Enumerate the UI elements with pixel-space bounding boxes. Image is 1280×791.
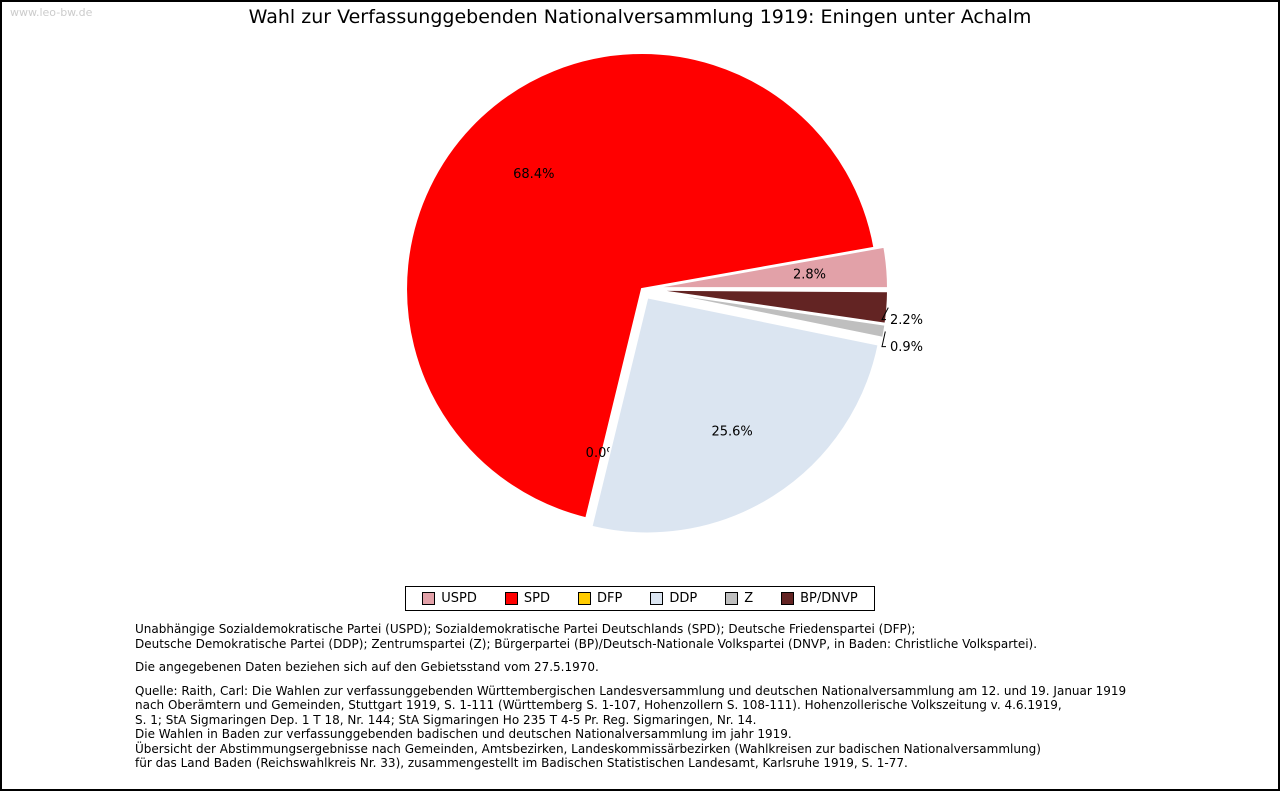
legend-row: USPD SPD DFP DDP Z BP/DNVP	[2, 586, 1278, 611]
pie-slice-uspd	[651, 245, 890, 290]
legend-swatch-spd	[504, 592, 518, 605]
pie-value-label-spd: 68.4%	[513, 167, 554, 182]
data-status-note: Die angegebenen Daten beziehen sich auf …	[135, 660, 599, 674]
legend-swatch-uspd	[422, 592, 436, 605]
legend-label-ddp: DDP	[669, 591, 698, 606]
legend-label-z: Z	[744, 591, 754, 606]
legend-item-z: Z	[725, 591, 753, 606]
pie-chart: 2.8%68.4%0.0%25.6%2.2%0.9%	[405, 52, 923, 535]
party-abbreviations-line-1: Unabhängige Sozialdemokratische Partei (…	[135, 622, 916, 636]
pie-value-label-ddp: 25.6%	[711, 424, 752, 439]
source-line-6: für das Land Baden (Reichswahlkreis Nr. …	[135, 756, 908, 770]
legend-label-dfp: DFP	[597, 591, 623, 606]
pie-value-label-uspd: 2.8%	[793, 268, 826, 283]
source-line-2: nach Oberämtern und Gemeinden, Stuttgart…	[135, 698, 1062, 712]
source-line-3: S. 1; StA Sigmaringen Dep. 1 T 18, Nr. 1…	[135, 712, 757, 727]
legend-item-spd: SPD	[504, 591, 550, 606]
legend-swatch-ddp	[650, 592, 664, 605]
pie-slice-z	[651, 289, 887, 340]
legend-item-bp-dnvp: BP/DNVP	[781, 591, 858, 606]
legend: USPD SPD DFP DDP Z BP/DNVP	[405, 586, 875, 611]
legend-item-ddp: DDP	[650, 591, 697, 606]
pie-slice-ddp	[590, 296, 880, 535]
pie-slice-spd	[405, 52, 876, 520]
source-line-5: Übersicht der Abstimmungsergebnisse nach…	[135, 741, 1041, 756]
legend-item-dfp: DFP	[578, 591, 622, 606]
legend-label-bp-dnvp: BP/DNVP	[800, 591, 858, 606]
legend-swatch-dfp	[578, 592, 591, 605]
spacer	[135, 651, 1126, 660]
party-abbreviations-line-2: Deutsche Demokratische Partei (DDP); Zen…	[135, 636, 1038, 651]
pie-value-label-z: 0.9%	[890, 340, 923, 355]
legend-swatch-z	[725, 592, 739, 605]
legend-swatch-bp-dnvp	[781, 592, 795, 605]
legend-item-uspd: USPD	[422, 591, 477, 606]
legend-label-spd: SPD	[523, 591, 550, 606]
pie-slice-bp-dnvp	[651, 288, 890, 325]
pie-value-label-bp-dnvp: 2.2%	[890, 313, 923, 328]
notes-block: Unabhängige Sozialdemokratische Partei (…	[135, 622, 1126, 771]
watermark: www.leo-bw.de	[10, 6, 93, 19]
source-line-4: Die Wahlen in Baden zur verfassunggebend…	[135, 727, 792, 741]
source-line-1: Quelle: Raith, Carl: Die Wahlen zur verf…	[135, 683, 1127, 698]
page-title: Wahl zur Verfassunggebenden Nationalvers…	[248, 6, 1032, 28]
pie-leader-line-z	[881, 331, 886, 348]
spacer	[135, 675, 1126, 684]
legend-label-uspd: USPD	[441, 591, 477, 606]
pie-leader-line-bp-dnvp	[881, 307, 889, 321]
